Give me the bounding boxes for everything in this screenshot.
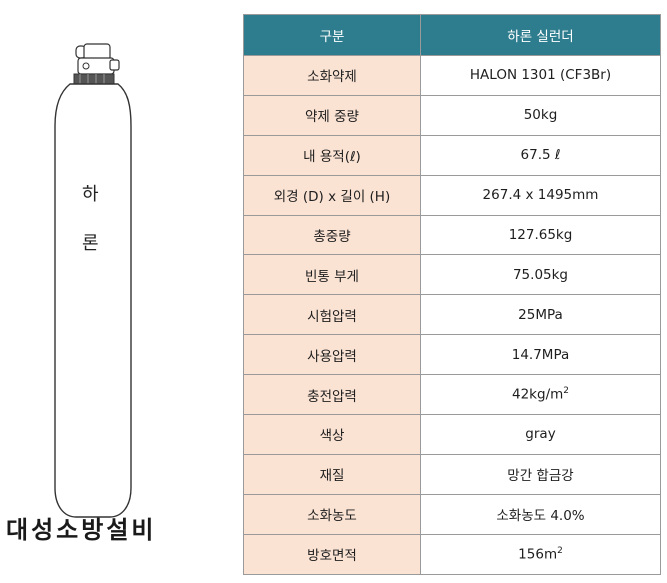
spec-value: HALON 1301 (CF3Br) — [420, 55, 661, 96]
cylinder-illustration: 하 론 — [0, 0, 240, 579]
spec-row: 총중량 127.65kg — [243, 214, 661, 256]
spec-key: 총중량 — [243, 214, 421, 256]
spec-row: 시험압력 25MPa — [243, 294, 661, 336]
header-product: 하론 실런더 — [420, 14, 661, 56]
spec-value: 망간 합금강 — [420, 453, 661, 495]
spec-value: 42kg/m2 — [420, 374, 661, 416]
spec-key: 소화농도 — [243, 493, 421, 535]
spec-value-exponent: 2 — [563, 386, 569, 397]
spec-value-text: 25MPa — [518, 306, 563, 323]
spec-value: 127.65kg — [420, 214, 661, 256]
spec-row: 소화농도 소화농도 4.0% — [243, 493, 661, 535]
spec-row: 약제 중량 50kg — [243, 94, 661, 136]
spec-value-text: 67.5 ℓ — [520, 147, 561, 164]
spec-value-text: 소화농도 4.0% — [496, 508, 585, 525]
spec-value: 25MPa — [420, 294, 661, 336]
brand-name: 대성소방설비 — [6, 516, 157, 544]
spec-value: 14.7MPa — [420, 334, 661, 376]
header-category: 구분 — [243, 14, 421, 56]
spec-value-text: 156m — [518, 546, 558, 563]
spec-key: 시험압력 — [243, 294, 421, 336]
spec-key: 재질 — [243, 453, 421, 495]
spec-value-text: 14.7MPa — [511, 346, 570, 363]
spec-row: 외경 (D) x 길이 (H) 267.4 x 1495mm — [243, 174, 661, 216]
spec-row: 방호면적 156m2 — [243, 533, 661, 575]
spec-key: 약제 중량 — [243, 94, 421, 136]
spec-row: 빈통 부게 75.05kg — [243, 254, 661, 296]
spec-table: 구분 하론 실런더 소화약제 HALON 1301 (CF3Br) 약제 중량 50k… — [243, 14, 661, 575]
spec-value-text: 50kg — [523, 107, 558, 124]
spec-body: 소화약제 HALON 1301 (CF3Br) 약제 중량 50kg 내 용적(ℓ) 67… — [243, 55, 661, 575]
spec-key: 충전압력 — [243, 374, 421, 416]
spec-value: 50kg — [420, 94, 661, 136]
spec-value-text: 75.05kg — [512, 266, 569, 283]
spec-value-text: 42kg/m — [512, 386, 564, 403]
spec-key: 사용압력 — [243, 334, 421, 376]
spec-value: 156m2 — [420, 533, 661, 575]
spec-key: 소화약제 — [243, 55, 421, 96]
spec-value-text: 망간 합금강 — [507, 468, 574, 485]
spec-header-row: 구분 하론 실런더 — [243, 14, 661, 56]
cylinder-label-1: 하 — [82, 184, 99, 205]
spec-value-text: HALON 1301 (CF3Br) — [469, 67, 612, 84]
spec-row: 내 용적(ℓ) 67.5 ℓ — [243, 134, 661, 176]
spec-key: 외경 (D) x 길이 (H) — [243, 174, 421, 216]
spec-row: 소화약제 HALON 1301 (CF3Br) — [243, 55, 661, 96]
spec-row: 충전압력 42kg/m2 — [243, 374, 661, 416]
spec-value: 75.05kg — [420, 254, 661, 296]
spec-key: 빈통 부게 — [243, 254, 421, 296]
spec-row: 사용압력 14.7MPa — [243, 334, 661, 376]
cylinder-label-2: 론 — [82, 233, 99, 254]
spec-row: 색상 gray — [243, 414, 661, 455]
spec-value-text: 267.4 x 1495mm — [482, 187, 599, 204]
spec-key: 방호면적 — [243, 533, 421, 575]
spec-row: 재질 망간 합금강 — [243, 453, 661, 495]
spec-value: gray — [420, 414, 661, 455]
spec-value: 267.4 x 1495mm — [420, 174, 661, 216]
spec-value-exponent: 2 — [557, 545, 563, 556]
spec-value: 67.5 ℓ — [420, 134, 661, 176]
cylinder-drawing — [54, 43, 132, 518]
spec-key: 내 용적(ℓ) — [243, 134, 421, 176]
spec-value: 소화농도 4.0% — [420, 493, 661, 535]
spec-value-text: gray — [525, 426, 556, 443]
spec-key: 색상 — [243, 414, 421, 455]
spec-value-text: 127.65kg — [508, 227, 573, 243]
